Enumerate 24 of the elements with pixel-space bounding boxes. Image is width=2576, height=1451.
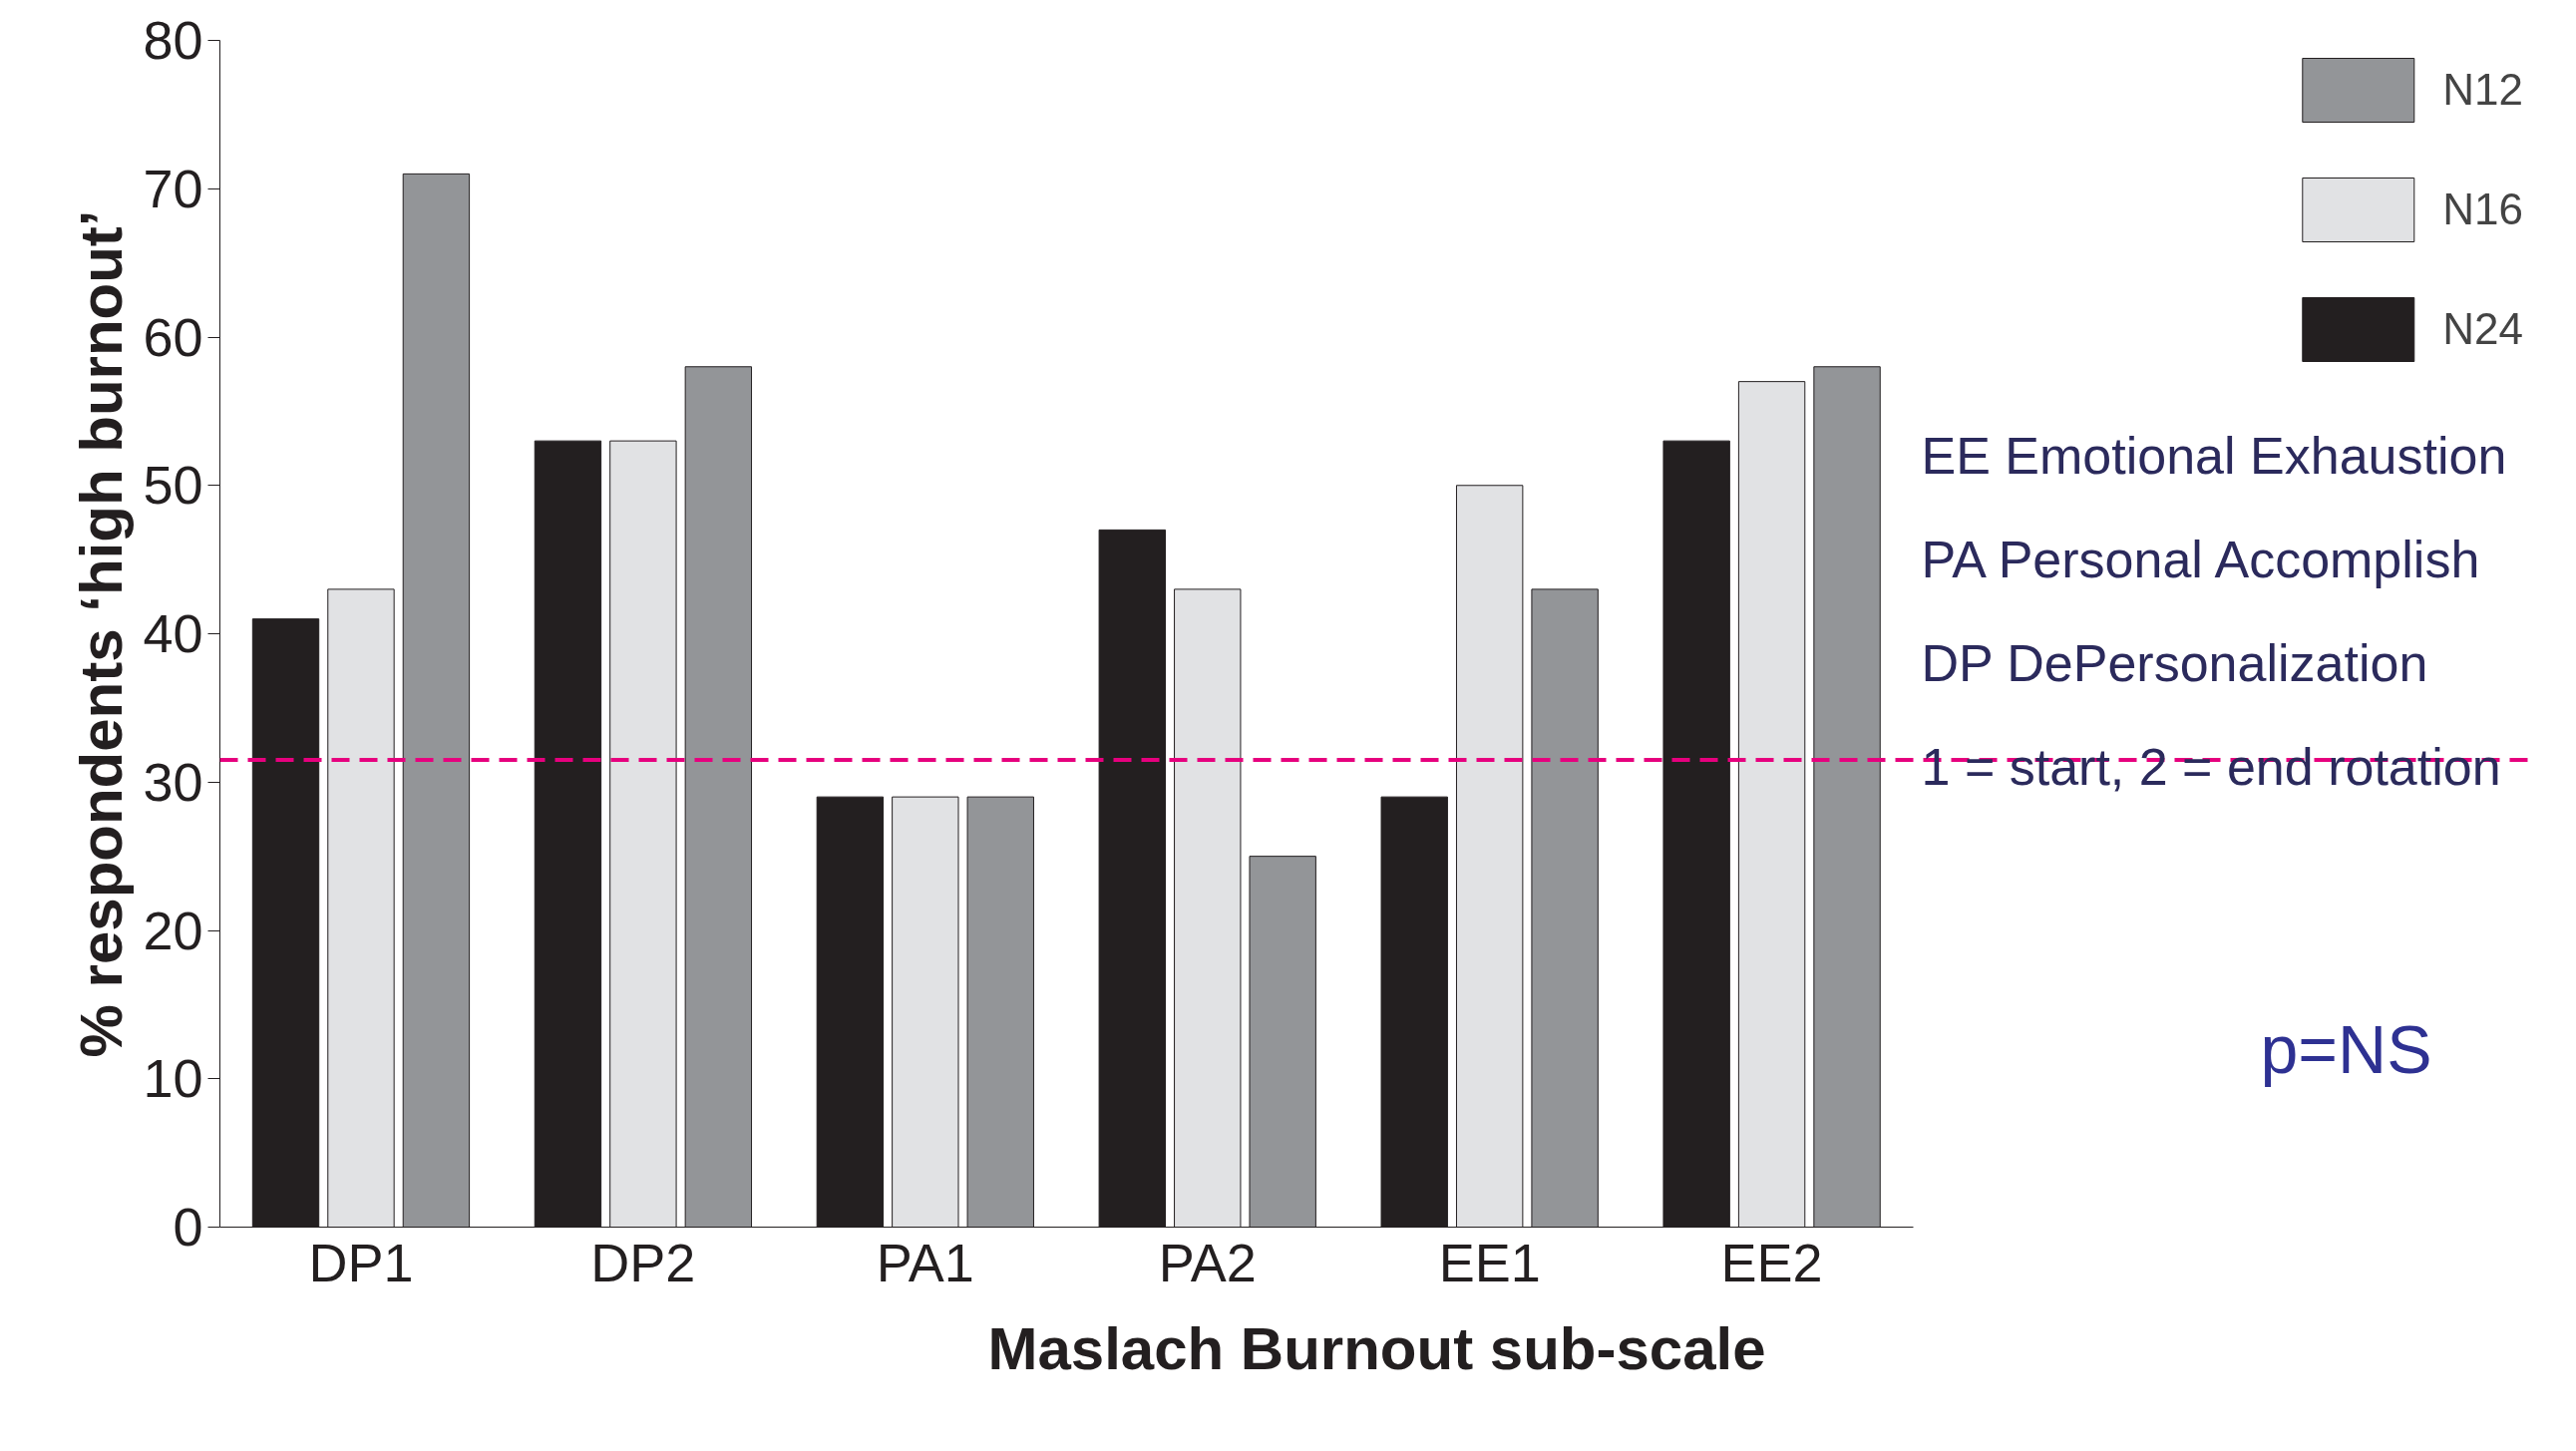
y-tick-label: 50	[143, 455, 203, 516]
x-tick-label: PA2	[1158, 1232, 1257, 1292]
y-tick-label: 20	[143, 900, 203, 960]
text: PA Personal Accomplish	[1921, 531, 2480, 589]
legend-label: N24	[2442, 304, 2523, 354]
y-tick-label: 70	[143, 158, 203, 218]
y-tick-label: 10	[143, 1048, 203, 1109]
x-tick-label: EE2	[1720, 1232, 1823, 1292]
text: EE Emotional Exhaustion	[1921, 427, 2507, 485]
x-axis-title: Maslach Burnout sub-scale	[987, 1314, 1766, 1382]
y-tick-label: 0	[173, 1197, 203, 1257]
legend-label: N12	[2442, 65, 2523, 115]
y-tick-label: 40	[143, 603, 203, 663]
x-tick-label: DP2	[590, 1232, 696, 1292]
x-tick-label: EE1	[1438, 1232, 1541, 1292]
text: p=NS	[2260, 1011, 2432, 1087]
y-tick-label: 60	[143, 306, 203, 367]
x-tick-label: DP1	[308, 1232, 414, 1292]
y-axis-title: % respondents ‘high burnout’	[68, 209, 136, 1058]
x-tick-label: PA1	[876, 1232, 974, 1292]
y-tick-label: 30	[143, 751, 203, 812]
y-tick-label: 80	[143, 10, 203, 70]
text: DP DePersonalization	[1921, 634, 2428, 693]
legend-label: N16	[2442, 184, 2523, 234]
